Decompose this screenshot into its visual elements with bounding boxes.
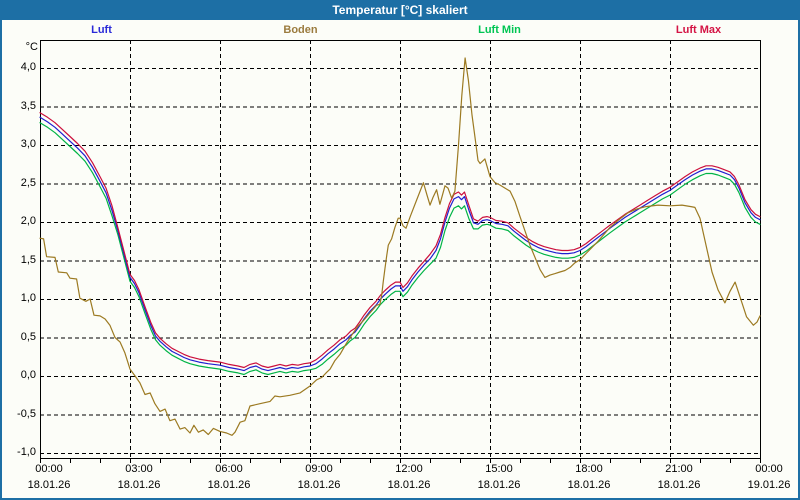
- x-tick-time-label: 00:00: [35, 463, 63, 475]
- series-line-luft: [39, 116, 761, 372]
- y-axis-unit-label: °C: [25, 41, 38, 53]
- x-tick-date-label: 18.01.26: [117, 479, 161, 491]
- x-tick-time-label: 21:00: [665, 463, 693, 475]
- y-tick-label: 4,0: [20, 61, 36, 73]
- y-tick-label: 0,0: [20, 369, 36, 381]
- x-tick-time-label: 18:00: [575, 463, 603, 475]
- y-tick-label: 1,0: [20, 292, 36, 304]
- x-tick-date-label: 18.01.26: [387, 479, 431, 491]
- y-tick-label: 2,0: [20, 215, 36, 227]
- legend-item-luft-max: Luft Max: [675, 24, 722, 36]
- x-tick-time-label: 06:00: [215, 463, 243, 475]
- x-tick-date-label: 18.01.26: [27, 479, 71, 491]
- y-tick-label: 2,5: [20, 176, 36, 189]
- plot-svg: [39, 40, 761, 463]
- y-tick-label: -0,5: [17, 407, 36, 420]
- y-tick-label: 1,5: [20, 253, 36, 266]
- y-tick-label: 0,5: [20, 330, 36, 343]
- x-tick-date-label: 18.01.26: [207, 479, 251, 491]
- y-tick-label: -1,0: [17, 446, 36, 458]
- x-tick-date-label: 19.01.26: [747, 479, 791, 491]
- x-tick-date-label: 18.01.26: [567, 479, 611, 491]
- chart-legend: Luft Boden Luft Min Luft Max: [2, 20, 798, 40]
- x-tick-date-label: 18.01.26: [477, 479, 521, 491]
- legend-item-luft-min: Luft Min: [478, 24, 521, 36]
- legend-item-boden: Boden: [283, 24, 318, 36]
- series-line-boden: [39, 57, 761, 436]
- y-tick-label: 3,0: [20, 138, 36, 150]
- x-tick-date-label: 18.01.26: [657, 479, 701, 491]
- x-tick-date-label: 18.01.26: [297, 479, 341, 491]
- window-title: Temperatur [°C] skaliert: [332, 3, 468, 17]
- x-tick-time-label: 00:00: [755, 463, 783, 475]
- series-line-luft-max: [39, 112, 761, 369]
- window-titlebar[interactable]: Temperatur [°C] skaliert: [2, 0, 798, 20]
- x-tick-time-label: 09:00: [305, 463, 333, 475]
- x-tick-time-label: 15:00: [485, 463, 513, 475]
- x-tick-time-label: 12:00: [395, 463, 423, 475]
- series-line-luft-min: [39, 122, 761, 376]
- y-tick-label: 3,5: [20, 99, 36, 112]
- legend-item-luft: Luft: [91, 24, 112, 36]
- x-tick-time-label: 03:00: [125, 463, 153, 475]
